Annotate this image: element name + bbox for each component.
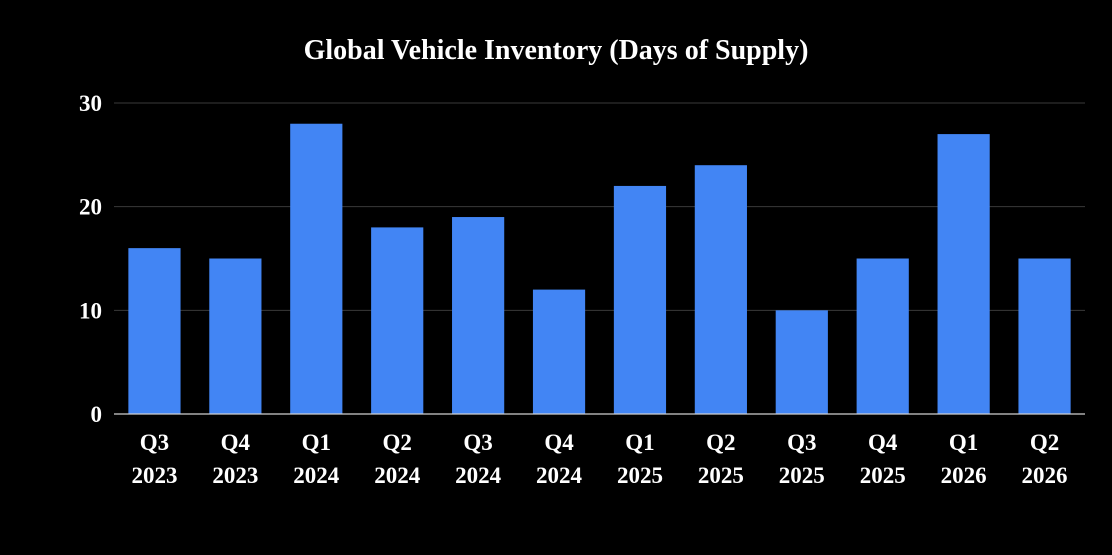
gridlines [114, 102, 1085, 311]
x-tick-label: Q4 2023 [212, 430, 258, 488]
x-tick-label: Q2 2024 [374, 430, 421, 488]
x-tick-label: Q3 2024 [455, 430, 502, 488]
bar-5 [532, 289, 586, 414]
x-tick-label: Q1 2025 [617, 430, 663, 488]
bars [128, 123, 1071, 414]
y-tick-label: 10 [79, 298, 102, 323]
bar-10 [937, 134, 990, 414]
y-tick-label: 0 [91, 402, 103, 427]
x-tick-label: Q2 2026 [1022, 430, 1068, 488]
x-tick-label: Q4 2025 [860, 430, 906, 488]
y-tick-label: 20 [79, 195, 102, 220]
bar-2 [290, 123, 343, 414]
x-tick-label: Q1 2024 [293, 430, 340, 488]
bar-9 [856, 258, 909, 414]
x-tick-label: Q3 2025 [779, 430, 825, 488]
bar-0 [128, 248, 181, 414]
x-tick-label: Q2 2025 [698, 430, 744, 488]
bar-4 [452, 217, 505, 414]
bar-1 [209, 258, 262, 414]
bar-8 [775, 310, 828, 414]
bar-3 [371, 227, 424, 414]
bar-11 [1018, 258, 1071, 414]
tick-labels: 0 10 20 30 Q3 2023 Q4 2023 Q1 2024 Q2 2024 Q3 2024 Q4 2… [79, 91, 1068, 488]
x-tick-label: Q4 2024 [536, 430, 583, 488]
bar-7 [694, 165, 747, 414]
chart-title: Global Vehicle Inventory (Days of Supply… [304, 35, 809, 66]
bar-6 [613, 185, 667, 414]
y-tick-label: 30 [79, 91, 102, 116]
x-tick-label: Q3 2023 [131, 430, 177, 488]
x-tick-label: Q1 2026 [941, 430, 987, 488]
